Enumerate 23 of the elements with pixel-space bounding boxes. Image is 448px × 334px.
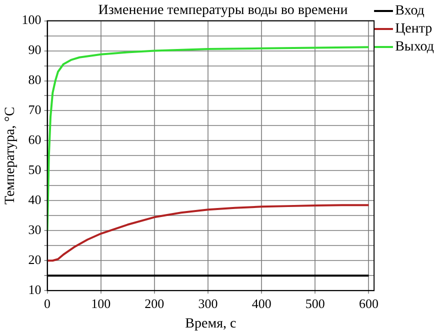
x-tick-label: 500 bbox=[305, 296, 325, 311]
legend-label: Выход bbox=[395, 40, 434, 55]
x-tick-label: 600 bbox=[358, 296, 378, 311]
legend-label: Центр bbox=[395, 22, 432, 37]
legend-label: Вход bbox=[395, 4, 424, 19]
x-tick-label: 300 bbox=[198, 296, 218, 311]
x-axis-title: Время, с bbox=[185, 316, 236, 332]
x-tick-label: 100 bbox=[91, 296, 111, 311]
x-tick-label: 200 bbox=[144, 296, 164, 311]
y-tick-label: 100 bbox=[22, 12, 42, 28]
y-tick-label: 10 bbox=[28, 282, 42, 298]
y-tick-label: 20 bbox=[28, 252, 42, 268]
y-tick-label: 30 bbox=[28, 222, 42, 238]
y-tick-label: 40 bbox=[28, 192, 42, 208]
x-tick-label: 0 bbox=[44, 296, 51, 311]
y-tick-label: 70 bbox=[28, 102, 42, 118]
y-tick-label: 90 bbox=[28, 42, 42, 58]
y-tick-label: 60 bbox=[28, 132, 42, 148]
x-tick-label: 400 bbox=[252, 296, 272, 311]
y-tick-label: 50 bbox=[28, 162, 42, 178]
y-tick-label: 80 bbox=[28, 72, 42, 88]
y-axis-title: Температура, °C bbox=[3, 106, 18, 205]
chart-title: Изменение температуры воды во времени bbox=[98, 3, 348, 18]
